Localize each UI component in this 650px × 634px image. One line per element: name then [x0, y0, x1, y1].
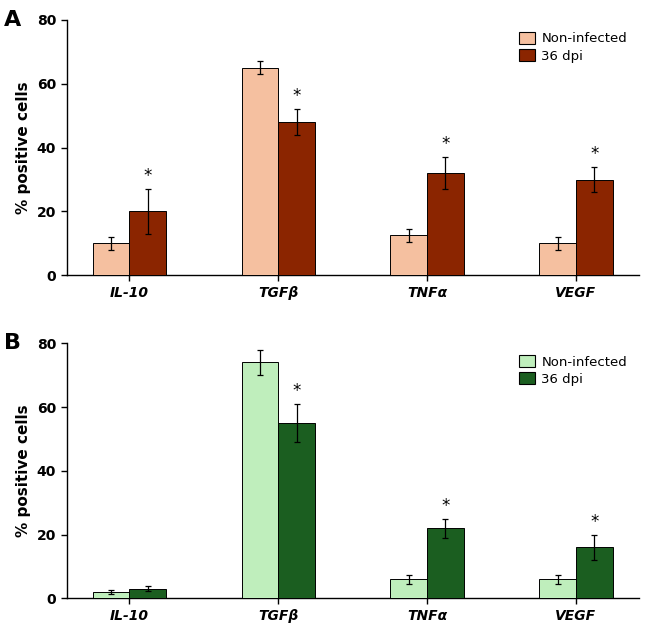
Y-axis label: % positive cells: % positive cells — [16, 81, 31, 214]
Bar — [278, 122, 315, 275]
Text: *: * — [292, 382, 301, 400]
Bar — [427, 528, 463, 598]
Legend: Non-infected, 36 dpi: Non-infected, 36 dpi — [514, 350, 632, 391]
Bar — [540, 579, 576, 598]
Text: A: A — [3, 10, 21, 30]
Bar — [427, 173, 463, 275]
Bar — [129, 211, 166, 275]
Bar — [576, 547, 612, 598]
Bar — [278, 423, 315, 598]
Legend: Non-infected, 36 dpi: Non-infected, 36 dpi — [514, 27, 632, 68]
Text: B: B — [3, 333, 21, 353]
Bar — [129, 589, 166, 598]
Bar — [242, 68, 278, 275]
Bar — [93, 243, 129, 275]
Bar — [576, 179, 612, 275]
Bar — [391, 235, 427, 275]
Bar — [391, 579, 427, 598]
Text: *: * — [292, 87, 301, 105]
Text: *: * — [590, 145, 599, 163]
Y-axis label: % positive cells: % positive cells — [16, 404, 31, 537]
Text: *: * — [441, 497, 450, 515]
Text: *: * — [441, 135, 450, 153]
Bar — [93, 592, 129, 598]
Bar — [242, 363, 278, 598]
Bar — [540, 243, 576, 275]
Text: *: * — [144, 167, 152, 185]
Text: *: * — [590, 513, 599, 531]
